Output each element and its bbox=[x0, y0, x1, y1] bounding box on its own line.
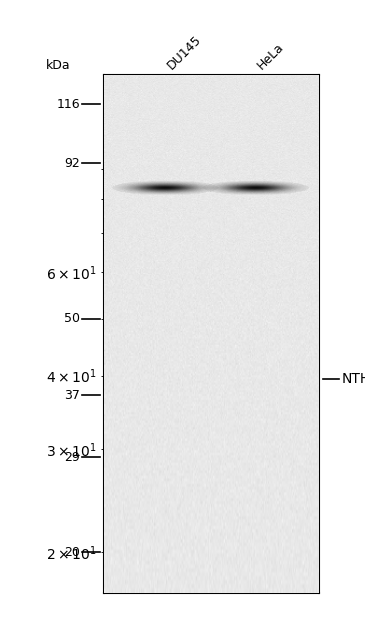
Text: NTH1: NTH1 bbox=[341, 372, 365, 386]
Text: HeLa: HeLa bbox=[255, 40, 287, 72]
Text: 92: 92 bbox=[65, 157, 80, 170]
Text: 50: 50 bbox=[64, 312, 80, 325]
Text: 20: 20 bbox=[65, 546, 80, 558]
Text: 37: 37 bbox=[65, 389, 80, 402]
Text: 116: 116 bbox=[57, 98, 80, 111]
Text: DU145: DU145 bbox=[164, 33, 204, 72]
Text: kDa: kDa bbox=[46, 59, 70, 72]
Text: 29: 29 bbox=[65, 451, 80, 464]
